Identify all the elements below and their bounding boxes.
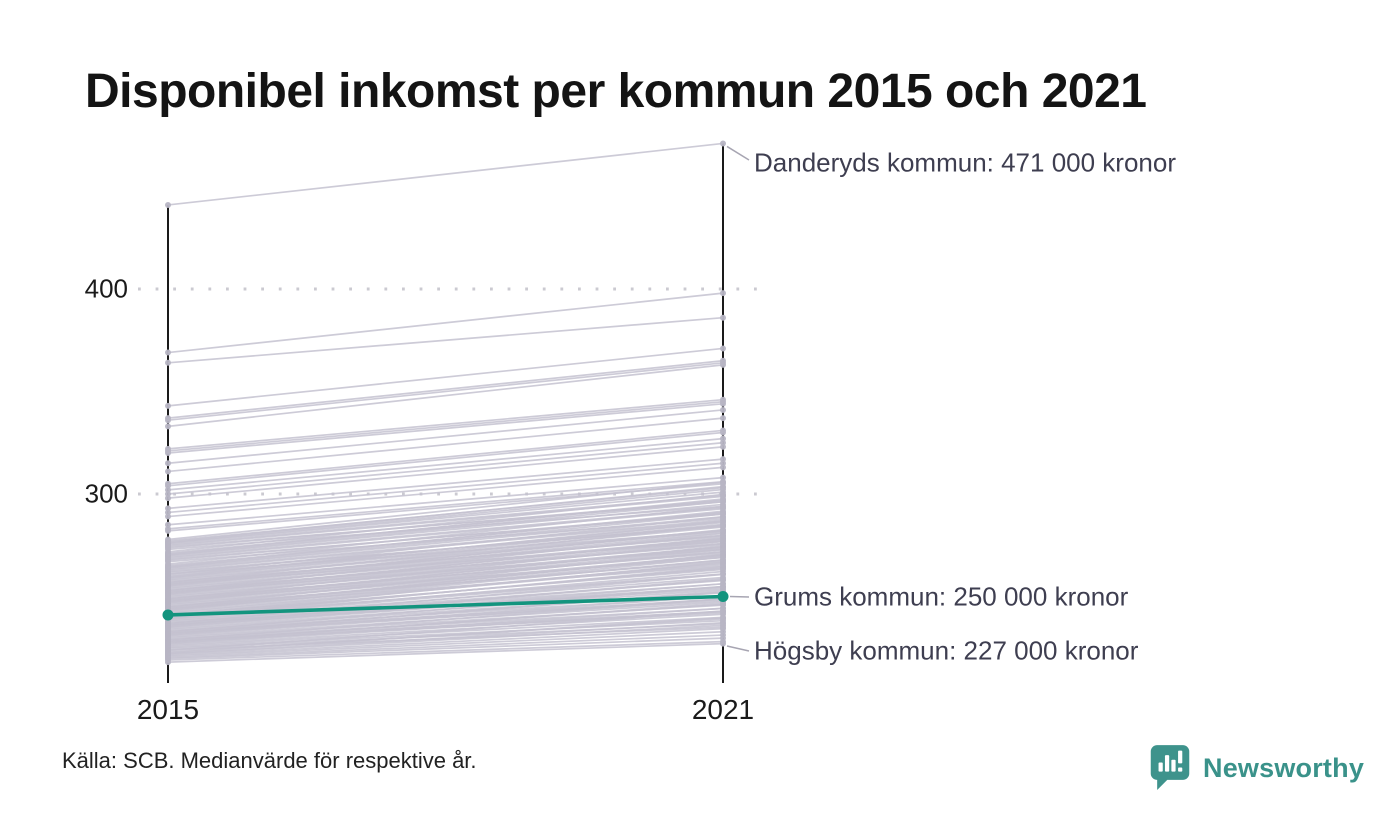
- source-note: Källa: SCB. Medianvärde för respektive å…: [62, 748, 477, 773]
- y-tick-label-300: 300: [84, 478, 128, 509]
- newsworthy-logo-icon: [1150, 745, 1190, 790]
- annotation-hogsby: Högsby kommun: 227 000 kronor: [754, 635, 1139, 666]
- x-tick-label-2015: 2015: [136, 694, 200, 725]
- annotation-grums: Grums kommun: 250 000 kronor: [754, 581, 1129, 612]
- newsworthy-logo-text: Newsworthy: [1203, 752, 1365, 783]
- chart-title: Disponibel inkomst per kommun 2015 och 2…: [85, 65, 1147, 118]
- newsworthy-logo[interactable]: Newsworthy: [1148, 742, 1364, 794]
- x-tick-label-2021: 2021: [691, 694, 755, 725]
- y-tick-label-400: 400: [84, 273, 128, 304]
- annotation-danderyd: Danderyds kommun: 471 000 kronor: [754, 147, 1177, 178]
